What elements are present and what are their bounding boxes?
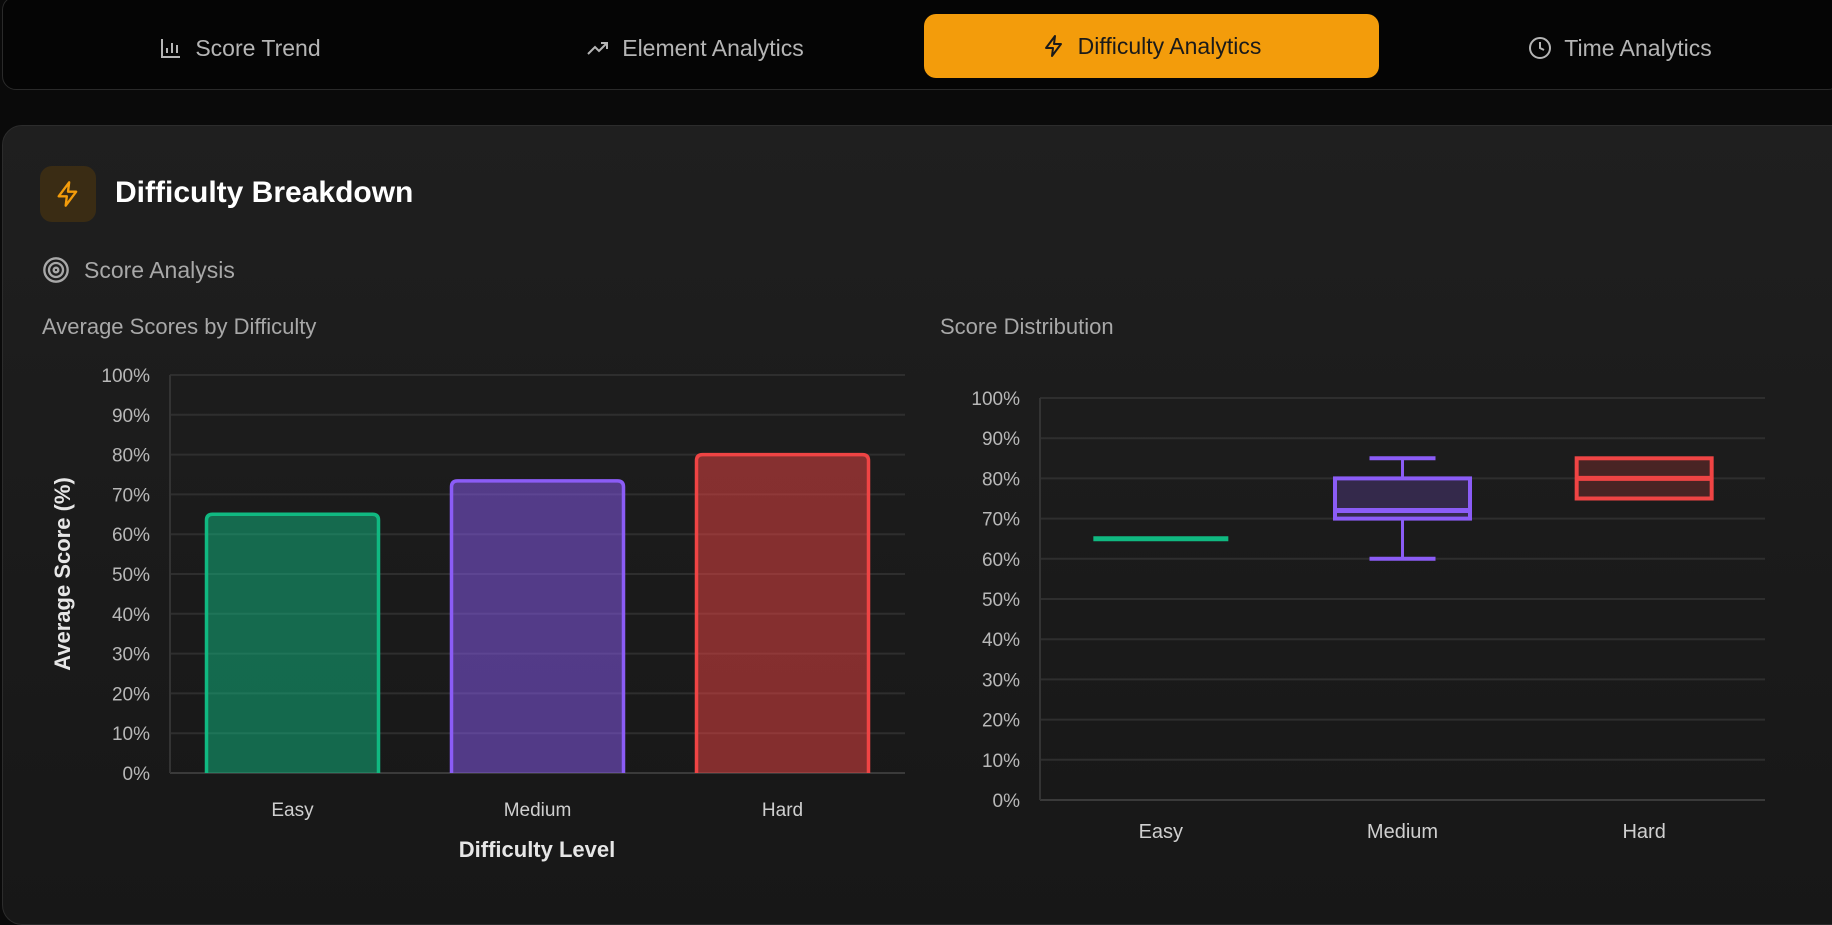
clock-icon [1529, 37, 1552, 59]
y-axis-label: Average Score (%) [50, 477, 75, 671]
box-chart-y-tick: 100% [971, 389, 1020, 410]
bar-chart-y-tick: 0% [123, 764, 151, 785]
bar-chart-title: Average Scores by Difficulty [42, 314, 317, 339]
target-icon [43, 257, 69, 283]
x-tick-label: Hard [1622, 821, 1665, 843]
tab-label: Score Trend [195, 34, 321, 61]
section-title: Difficulty Breakdown [115, 176, 414, 209]
bar-chart-y-tick: 60% [112, 525, 150, 546]
bar-chart-y-tick: 70% [112, 485, 150, 506]
bar-chart-y-tick: 40% [112, 605, 150, 626]
x-tick-label: Easy [1139, 821, 1183, 843]
tab-difficulty-analytics[interactable]: Difficulty Analytics [924, 14, 1379, 78]
tab-label: Element Analytics [622, 34, 804, 61]
box-chart-y-tick: 50% [982, 590, 1020, 611]
bar-chart-y-tick: 100% [101, 366, 150, 387]
charts-canvas: 0% 10% 20% 30% 40% 50% 60% 70% 80% 90% 100% Easy Med… [50, 366, 1765, 862]
box-chart-y-tick: 80% [982, 469, 1020, 490]
lightning-icon [1044, 35, 1062, 57]
bar-chart-icon [161, 39, 181, 58]
bar-chart-y-tick: 20% [112, 684, 150, 705]
box-chart-y-tick: 60% [982, 550, 1020, 571]
bar-chart-y-tick: 80% [112, 446, 150, 467]
box-chart-y-tick: 30% [982, 670, 1020, 691]
x-axis-label: Difficulty Level [459, 837, 615, 862]
bar-hard [694, 452, 871, 773]
box-chart-title: Score Distribution [940, 314, 1114, 339]
bar-chart-y-tick: 30% [112, 645, 150, 666]
subsection-title: Score Analysis [84, 256, 235, 283]
lightning-icon [57, 181, 78, 207]
x-tick-label: Easy [271, 800, 314, 821]
trending-up-icon [587, 42, 609, 55]
tab-time-analytics[interactable]: Time Analytics [1440, 18, 1800, 78]
bar-chart-y-tick: 10% [112, 724, 150, 745]
x-tick-label: Medium [1367, 821, 1438, 843]
tab-element-analytics[interactable]: Element Analytics [515, 18, 875, 78]
bar-medium [449, 479, 626, 773]
x-tick-label: Medium [504, 800, 572, 821]
tab-score-trend[interactable]: Score Trend [60, 18, 420, 78]
tab-label: Difficulty Analytics [1077, 32, 1262, 59]
box-chart-y-tick: 0% [993, 791, 1021, 812]
bar-chart-y-tick: 50% [112, 565, 150, 586]
box-chart-y-tick: 40% [982, 630, 1020, 651]
box-chart-y-tick: 20% [982, 711, 1020, 732]
subsection-header: Score Analysis [42, 256, 235, 284]
bar-easy [204, 512, 381, 773]
tab-label: Time Analytics [1564, 34, 1712, 61]
x-tick-label: Hard [762, 800, 803, 821]
bar-chart-y-tick: 90% [112, 406, 150, 427]
box-chart-y-tick: 90% [982, 429, 1020, 450]
box-chart-y-tick: 70% [982, 510, 1020, 531]
box-chart-y-tick: 10% [982, 751, 1020, 772]
tab-bar [2, 0, 1832, 90]
section-icon-badge [40, 166, 96, 222]
